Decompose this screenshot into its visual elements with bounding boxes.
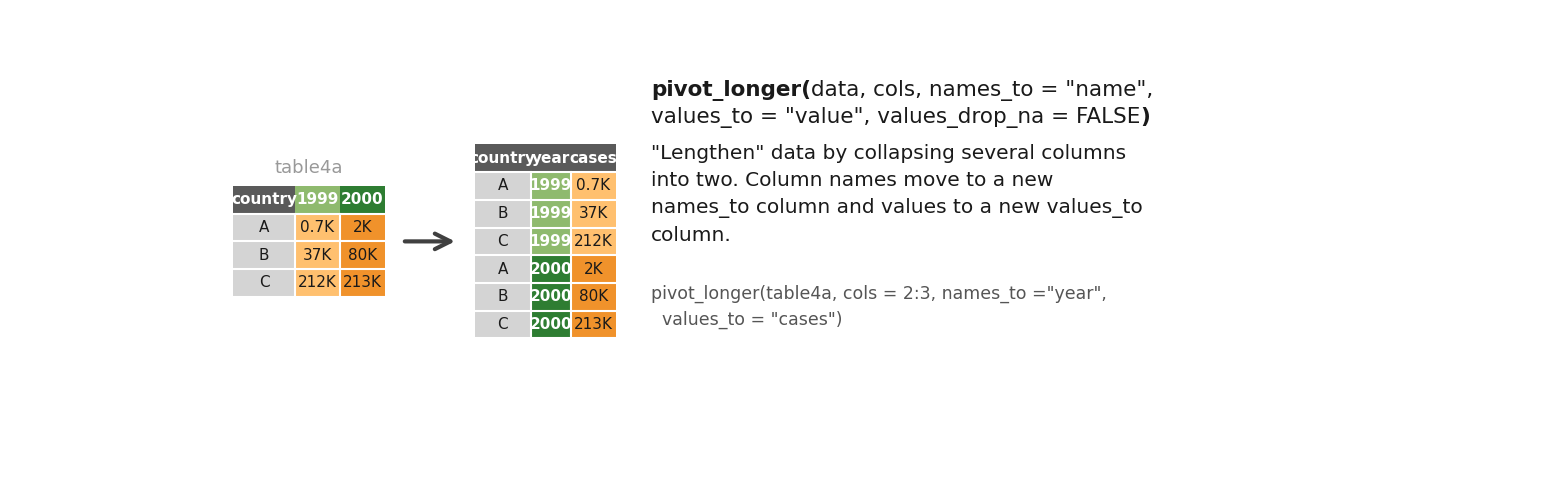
Bar [295,269,340,297]
Bar [475,311,531,338]
Bar [531,228,570,255]
Bar [233,214,295,241]
Text: 1999: 1999 [530,234,572,249]
Text: 2K: 2K [353,220,373,235]
Bar [531,144,570,172]
Bar [475,283,531,311]
Text: data, cols, names_to = "name",: data, cols, names_to = "name", [810,80,1153,101]
Bar [570,172,616,200]
Text: C: C [259,275,270,291]
Text: "Lengthen" data by collapsing several columns
into two. Column names move to a n: "Lengthen" data by collapsing several co… [650,143,1142,245]
Text: A: A [259,220,270,235]
Text: pivot_longer(: pivot_longer( [650,80,810,101]
Bar [570,283,616,311]
Text: 2000: 2000 [530,289,572,304]
Text: 213K: 213K [574,317,613,332]
Bar [475,200,531,228]
Bar [475,144,531,172]
Bar [233,269,295,297]
Text: C: C [497,234,508,249]
Bar [475,255,531,283]
Text: 0.7K: 0.7K [577,178,611,194]
Text: 80K: 80K [348,248,378,263]
Text: year: year [531,151,570,166]
Text: 212K: 212K [298,275,337,291]
Text: 1999: 1999 [530,178,572,194]
Text: 2000: 2000 [342,192,384,207]
Text: B: B [498,206,508,221]
Bar [570,200,616,228]
Bar [531,311,570,338]
Text: 0.7K: 0.7K [301,220,335,235]
Text: 80K: 80K [578,289,608,304]
Text: table4a: table4a [274,159,343,177]
Text: C: C [497,317,508,332]
Text: B: B [498,289,508,304]
Bar [295,241,340,269]
Bar [475,172,531,200]
Text: 2K: 2K [583,261,603,277]
Bar [570,311,616,338]
Bar [531,255,570,283]
Bar [570,228,616,255]
Text: cases: cases [569,151,617,166]
Text: B: B [259,248,270,263]
Text: country: country [470,151,536,166]
Bar [295,214,340,241]
Bar [340,269,385,297]
Text: 2000: 2000 [530,261,572,277]
Text: country: country [230,192,298,207]
Text: 213K: 213K [343,275,382,291]
Text: 1999: 1999 [296,192,338,207]
Bar [340,214,385,241]
Text: 2000: 2000 [530,317,572,332]
Text: pivot_longer(table4a, cols = 2:3, names_to ="year",
  values_to = "cases"): pivot_longer(table4a, cols = 2:3, names_… [650,284,1106,329]
Text: A: A [498,178,508,194]
Bar [475,228,531,255]
Bar [531,200,570,228]
Text: 1999: 1999 [530,206,572,221]
Bar [531,172,570,200]
Bar [531,283,570,311]
Text: 212K: 212K [574,234,613,249]
Text: A: A [498,261,508,277]
Bar [295,186,340,214]
Bar [233,186,295,214]
Text: 37K: 37K [578,206,608,221]
Bar [340,186,385,214]
Text: values_to = "value", values_drop_na = FALSE: values_to = "value", values_drop_na = FA… [650,107,1141,128]
Text: 37K: 37K [302,248,332,263]
Bar [570,144,616,172]
Bar [340,241,385,269]
Bar [570,255,616,283]
Bar [233,241,295,269]
Text: ): ) [1141,107,1150,127]
